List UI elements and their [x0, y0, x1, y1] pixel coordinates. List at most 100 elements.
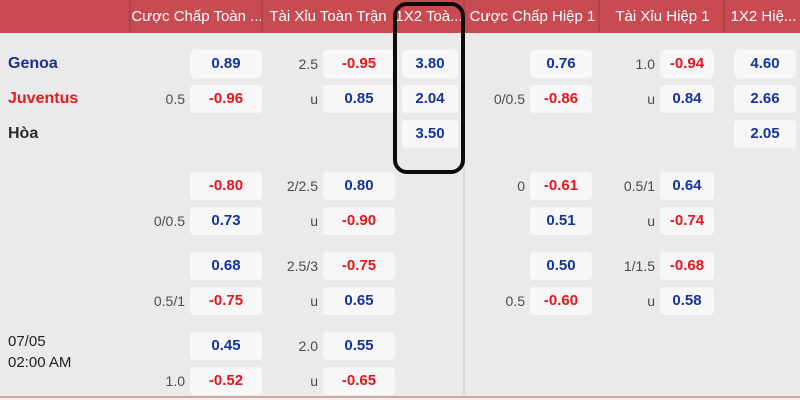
- odds-value: -0.96: [208, 90, 244, 107]
- odds-1x2-full-home[interactable]: 3.80: [402, 50, 458, 78]
- odds-handicap-full[interactable]: 0.89: [190, 50, 262, 78]
- handicap-line-full: [118, 332, 185, 360]
- odds-overunder-full[interactable]: -0.90: [323, 207, 395, 235]
- odds-handicap-full[interactable]: -0.75: [190, 287, 262, 315]
- table-header: Cược Chấp Toàn ... Tài Xỉu Toàn Trận 1X2…: [0, 0, 800, 33]
- odds-row: 0.5/1 -0.75 u 0.65 0.5 -0.60 u 0.58: [0, 287, 800, 315]
- overunder-line-full: 2.0: [298, 338, 318, 354]
- overunder-line-full: 2/2.5: [286, 178, 318, 194]
- overunder-line-full: u: [310, 91, 318, 107]
- overunder-line-full: u: [310, 293, 318, 309]
- odds-handicap-full[interactable]: -0.52: [190, 367, 262, 395]
- match-datetime: 07/05 02:00 AM: [8, 331, 71, 373]
- odds-value: 3.80: [415, 55, 445, 72]
- odds-value: -0.90: [341, 212, 377, 229]
- odds-1x2-half1-draw[interactable]: 2.05: [734, 120, 796, 148]
- odds-value: 2.05: [750, 125, 780, 142]
- odds-overunder-half1[interactable]: -0.74: [660, 207, 714, 235]
- odds-value: -0.65: [341, 372, 377, 389]
- odds-overunder-half1[interactable]: 0.58: [660, 287, 714, 315]
- odds-handicap-half1[interactable]: -0.61: [530, 172, 592, 200]
- handicap-line-half1: 0: [517, 178, 525, 194]
- odds-handicap-half1[interactable]: -0.60: [530, 287, 592, 315]
- odds-handicap-half1[interactable]: 0.50: [530, 252, 592, 280]
- odds-value: -0.75: [208, 292, 244, 309]
- handicap-line-half1: [462, 50, 525, 78]
- odds-handicap-full[interactable]: 0.73: [190, 207, 262, 235]
- handicap-line-full: 0.5: [165, 91, 185, 107]
- odds-overunder-full[interactable]: 0.65: [323, 287, 395, 315]
- odds-row: 0/0.5 0.73 u -0.90 0.51 u -0.74: [0, 207, 800, 235]
- odds-handicap-half1[interactable]: 0.76: [530, 50, 592, 78]
- odds-handicap-full[interactable]: -0.80: [190, 172, 262, 200]
- overunder-line-half1: 1/1.5: [623, 258, 655, 274]
- odds-value: -0.75: [341, 257, 377, 274]
- odds-value: 3.50: [415, 125, 445, 142]
- odds-1x2-full-away[interactable]: 2.04: [402, 85, 458, 113]
- handicap-line-half1: 0/0.5: [493, 91, 525, 107]
- overunder-line-half1: u: [647, 293, 655, 309]
- odds-handicap-half1[interactable]: 0.51: [530, 207, 592, 235]
- odds-value: -0.95: [341, 55, 377, 72]
- odds-row: 1.0 -0.52 u -0.65: [0, 367, 800, 395]
- header-col-1x2-half1: 1X2 Hiệ...: [723, 0, 800, 33]
- odds-overunder-full[interactable]: -0.95: [323, 50, 395, 78]
- handicap-line-half1: [462, 252, 525, 280]
- odds-overunder-full[interactable]: 0.55: [323, 332, 395, 360]
- odds-value: 0.84: [672, 90, 702, 107]
- odds-value: -0.74: [669, 212, 705, 229]
- odds-overunder-full[interactable]: 0.85: [323, 85, 395, 113]
- odds-row-draw: Hòa 3.50 2.05: [0, 120, 800, 148]
- odds-overunder-half1[interactable]: 0.64: [660, 172, 714, 200]
- odds-handicap-full[interactable]: 0.45: [190, 332, 262, 360]
- overunder-line-full: u: [310, 213, 318, 229]
- odds-overunder-full[interactable]: -0.65: [323, 367, 395, 395]
- handicap-line-half1: [462, 207, 525, 235]
- odds-1x2-full-draw[interactable]: 3.50: [402, 120, 458, 148]
- handicap-line-full: 0.5/1: [153, 293, 185, 309]
- odds-row-away: Juventus 0.5 -0.96 u 0.85 2.04 0/0.5 -0.…: [0, 85, 800, 113]
- odds-value: 0.73: [211, 212, 241, 229]
- team-home-name: Genoa: [8, 55, 58, 72]
- odds-value: 0.51: [546, 212, 576, 229]
- header-col-handicap-full: Cược Chấp Toàn ...: [129, 0, 263, 33]
- odds-overunder-half1[interactable]: 0.84: [660, 85, 714, 113]
- draw-label: Hòa: [8, 125, 39, 142]
- overunder-line-full: 2.5/3: [286, 258, 318, 274]
- overunder-line-half1: 0.5/1: [623, 178, 655, 194]
- odds-handicap-full[interactable]: -0.96: [190, 85, 262, 113]
- odds-value: 2.66: [750, 90, 780, 107]
- header-col-handicap-half1: Cược Chấp Hiệp 1: [463, 0, 600, 33]
- header-col-overunder-full: Tài Xỉu Toàn Trận: [261, 0, 393, 33]
- odds-value: 2.04: [415, 90, 445, 107]
- overunder-line-full: 2.5: [298, 56, 318, 72]
- odds-value: 0.80: [344, 177, 374, 194]
- odds-value: -0.60: [543, 292, 579, 309]
- odds-overunder-full[interactable]: -0.75: [323, 252, 395, 280]
- match-date: 07/05: [8, 333, 46, 350]
- odds-row: -0.80 2/2.5 0.80 0 -0.61 0.5/1 0.64: [0, 172, 800, 200]
- odds-value: 0.65: [344, 292, 374, 309]
- odds-value: -0.61: [543, 177, 579, 194]
- odds-overunder-full[interactable]: 0.80: [323, 172, 395, 200]
- odds-value: -0.80: [208, 177, 244, 194]
- odds-overunder-half1[interactable]: -0.94: [660, 50, 714, 78]
- overunder-line-half1: 1.0: [635, 56, 655, 72]
- overunder-line-full: u: [310, 373, 318, 389]
- odds-row: 0.45 2.0 0.55: [0, 332, 800, 360]
- odds-value: 0.89: [211, 55, 241, 72]
- odds-value: -0.52: [208, 372, 244, 389]
- handicap-line-half1: 0.5: [505, 293, 525, 309]
- odds-overunder-half1[interactable]: -0.68: [660, 252, 714, 280]
- odds-value: 0.68: [211, 257, 241, 274]
- odds-handicap-half1[interactable]: -0.86: [530, 85, 592, 113]
- odds-value: 4.60: [750, 55, 780, 72]
- odds-handicap-full[interactable]: 0.68: [190, 252, 262, 280]
- odds-1x2-half1-home[interactable]: 4.60: [734, 50, 796, 78]
- odds-value: -0.94: [669, 55, 705, 72]
- odds-value: 0.45: [211, 337, 241, 354]
- odds-value: 0.50: [546, 257, 576, 274]
- odds-1x2-half1-away[interactable]: 2.66: [734, 85, 796, 113]
- header-col-empty: [0, 0, 129, 33]
